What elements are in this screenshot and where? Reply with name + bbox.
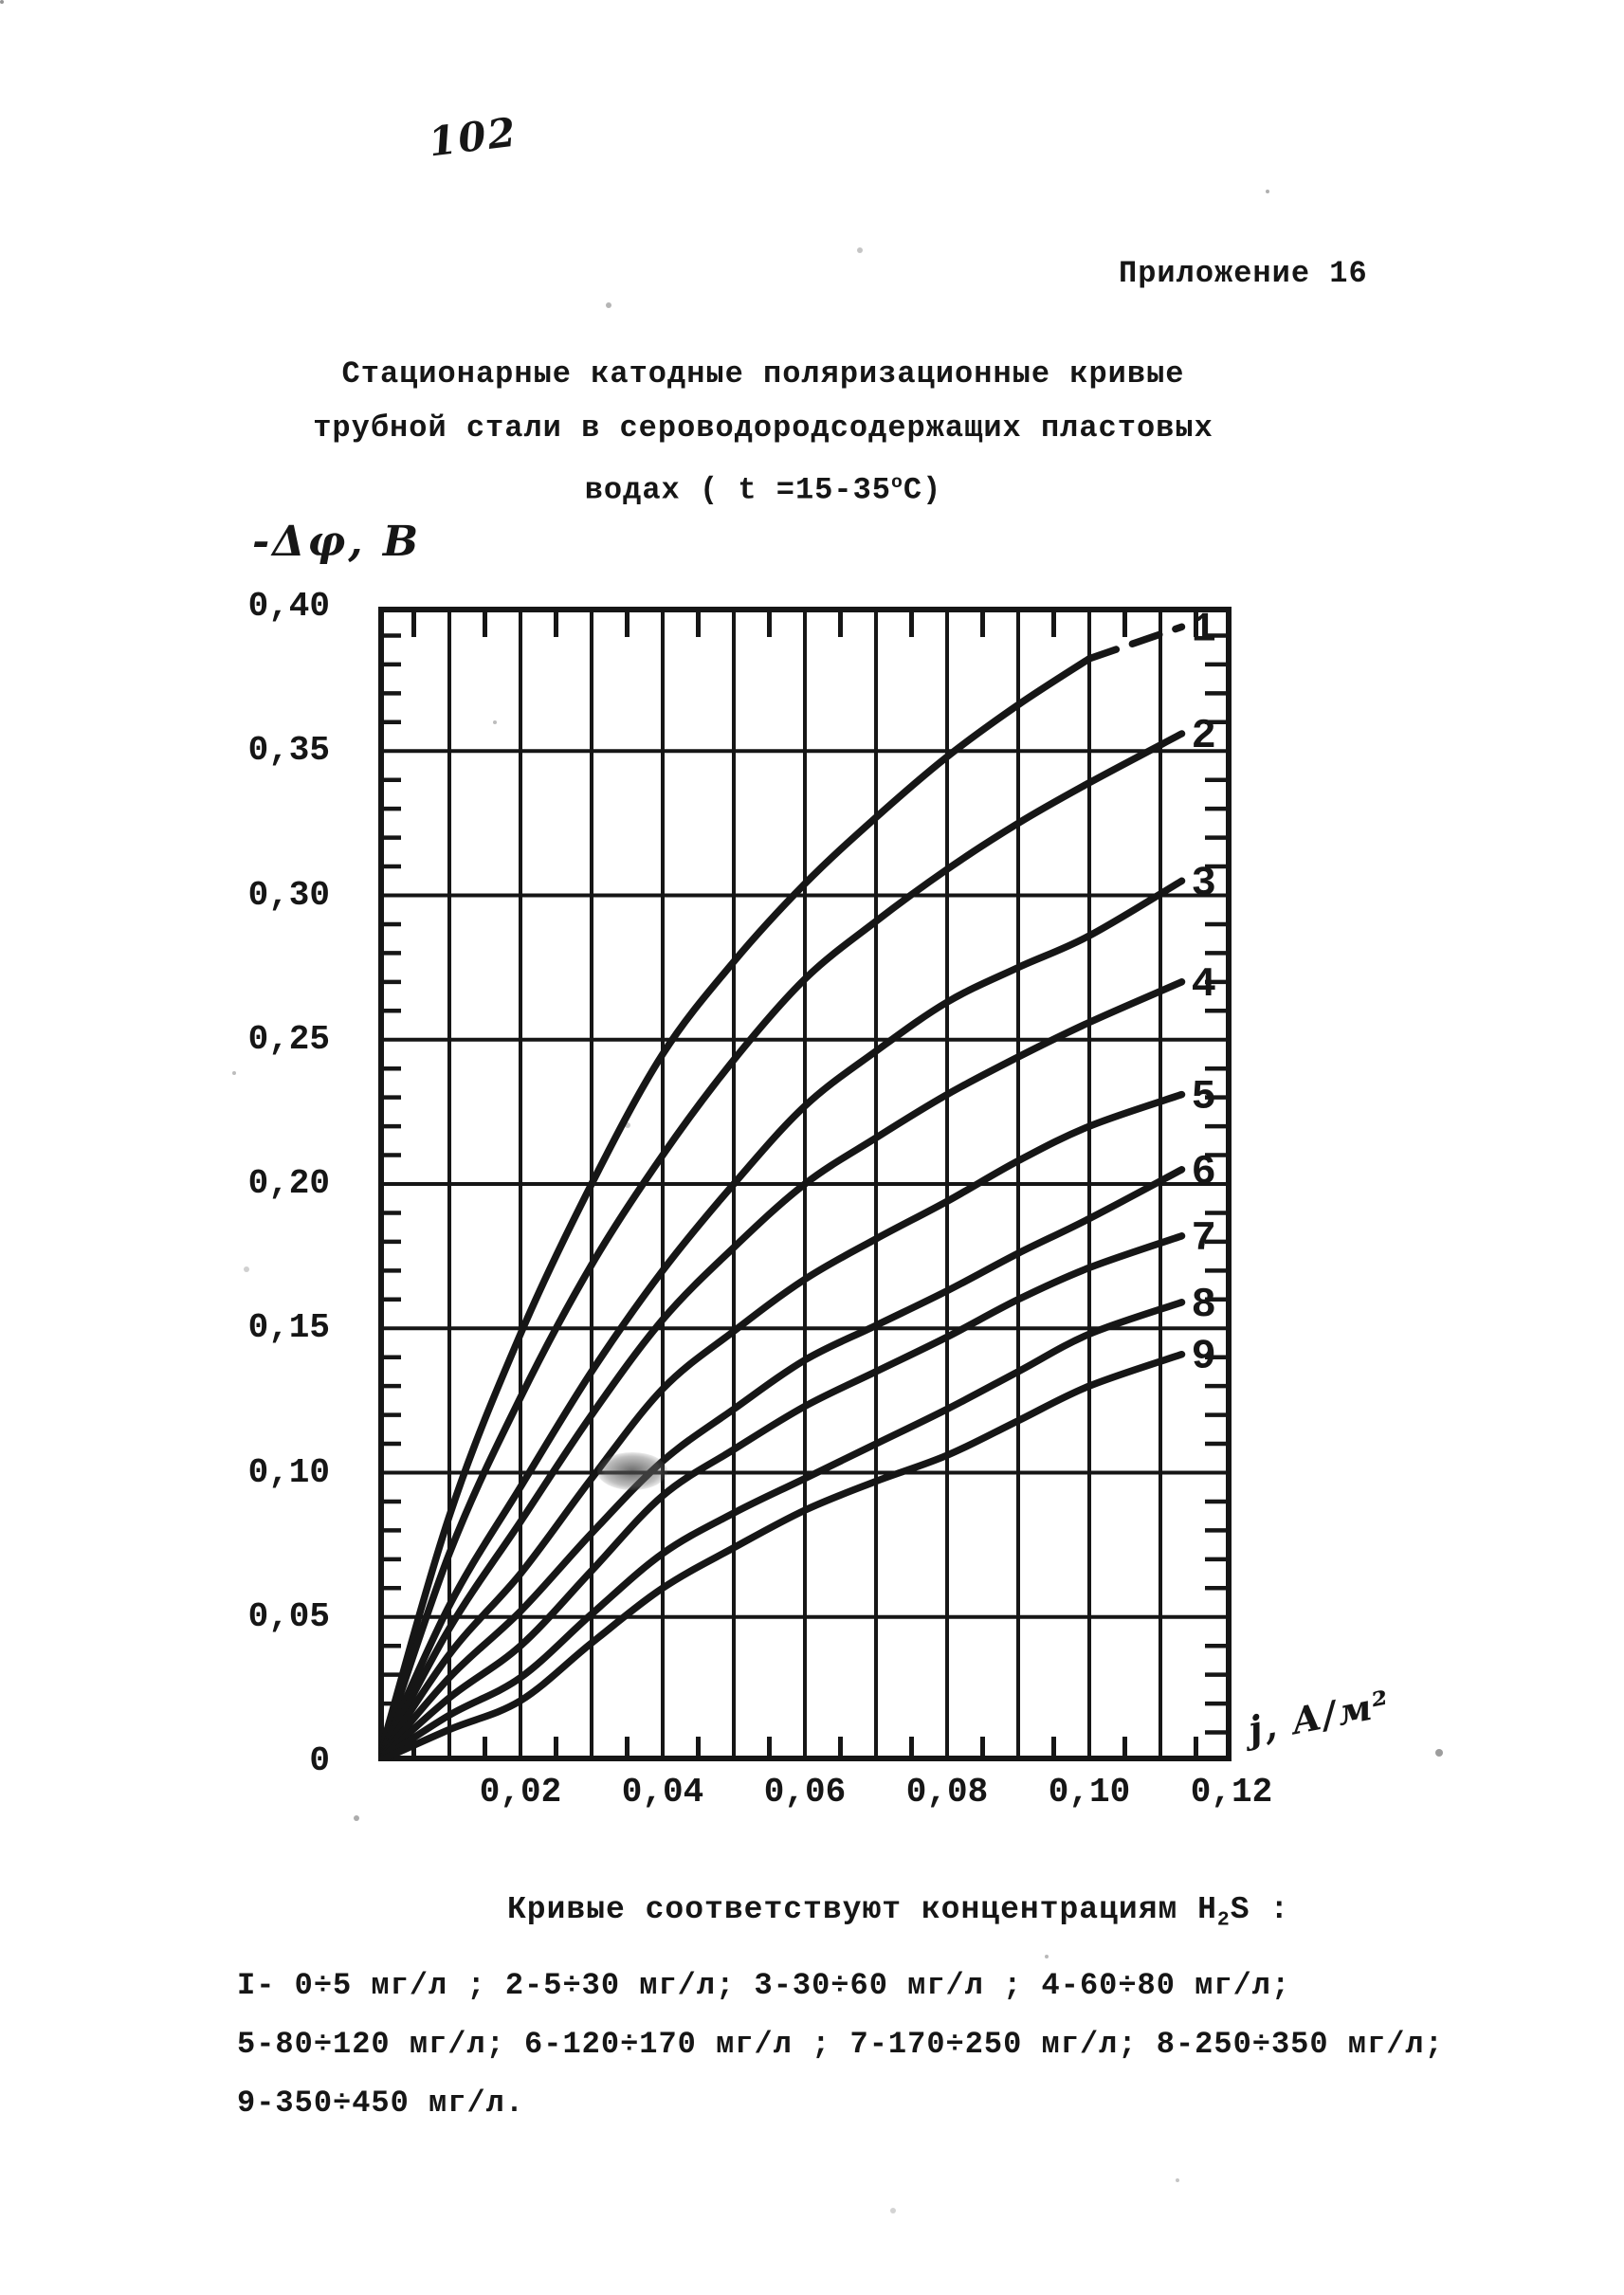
chart-title: Стационарные катодные поляризационные кр… (284, 347, 1242, 518)
y-tick-label-0,40: 0,40 (247, 587, 330, 626)
curve-1-dashed-tail (1086, 623, 1186, 663)
degree-superscript: о (890, 471, 903, 493)
y-tick-label-0,35: 0,35 (247, 731, 330, 771)
y-tick-label-0,15: 0,15 (247, 1308, 330, 1348)
curve-label-9: 9 (1192, 1334, 1216, 1381)
curve-label-3: 3 (1192, 860, 1216, 907)
curve-8 (378, 1299, 1186, 1761)
y-tick-label-0,25: 0,25 (247, 1019, 330, 1059)
curve-label-8: 8 (1192, 1282, 1216, 1329)
chart-canvas: 1 2 3 4 5 6 7 8 9 (378, 607, 1232, 1761)
y-tick-label-0,20: 0,20 (247, 1164, 330, 1203)
curve-3 (378, 877, 1186, 1761)
y-tick-label-0,10: 0,10 (247, 1452, 330, 1492)
h2s-subscript: 2 (1216, 1908, 1231, 1932)
legend-line-1: I- 0÷5 мг/л ; 2-5÷30 мг/л; 3-30÷60 мг/л … (237, 1968, 1291, 2003)
x-axis-label: j, А/м² (1245, 1681, 1395, 1752)
curve-label-6: 6 (1192, 1149, 1216, 1196)
legend-heading: Кривые соответствуют концентрациям Н2S : (507, 1892, 1290, 1932)
y-tick-label-0,05: 0,05 (247, 1596, 330, 1636)
x-tick-label-0,04: 0,04 (621, 1773, 704, 1812)
curve-label-7: 7 (1192, 1215, 1216, 1263)
legend-line-2: 5-80÷120 мг/л; 6-120÷170 мг/л ; 7-170÷25… (237, 2027, 1444, 2062)
x-tick-label-0,06: 0,06 (763, 1773, 847, 1812)
polarization-chart: 1 2 3 4 5 6 7 8 9 (378, 607, 1232, 1761)
title-line-1: Стационарные катодные поляризационные кр… (341, 356, 1185, 392)
scan-smudge (597, 1452, 667, 1490)
curve-label-1: 1 (1192, 607, 1216, 653)
plot-border (378, 607, 1232, 1761)
appendix-label: Приложение 16 (1119, 256, 1368, 291)
curve-5 (378, 1090, 1186, 1761)
page-number: 102 (426, 108, 520, 166)
legend-line-3: 9-350÷450 мг/л. (237, 2086, 525, 2121)
curve-label-5: 5 (1192, 1074, 1216, 1121)
y-tick-label-0: 0 (309, 1741, 330, 1780)
y-axis-label: -Δφ, В (252, 518, 422, 566)
curve-2 (378, 730, 1186, 1761)
x-tick-label-0,10: 0,10 (1048, 1773, 1131, 1812)
curve-label-4: 4 (1192, 961, 1216, 1009)
x-tick-label-0,12: 0,12 (1190, 1773, 1273, 1812)
x-tick-label-0,02: 0,02 (479, 1773, 562, 1812)
curve-7 (378, 1232, 1186, 1761)
title-line-2: трубной стали в сероводородсодержащих пл… (313, 410, 1213, 446)
curve-9 (378, 1350, 1186, 1761)
title-line-3: водах ( t =15-35оС) (584, 471, 942, 508)
y-tick-label-0,30: 0,30 (247, 875, 330, 915)
curve-1 (378, 655, 1093, 1761)
scan-speckles (0, 0, 4, 4)
curve-4 (378, 978, 1186, 1761)
curve-label-2: 2 (1192, 713, 1216, 760)
curve-6 (378, 1166, 1186, 1761)
x-tick-label-0,08: 0,08 (905, 1773, 989, 1812)
